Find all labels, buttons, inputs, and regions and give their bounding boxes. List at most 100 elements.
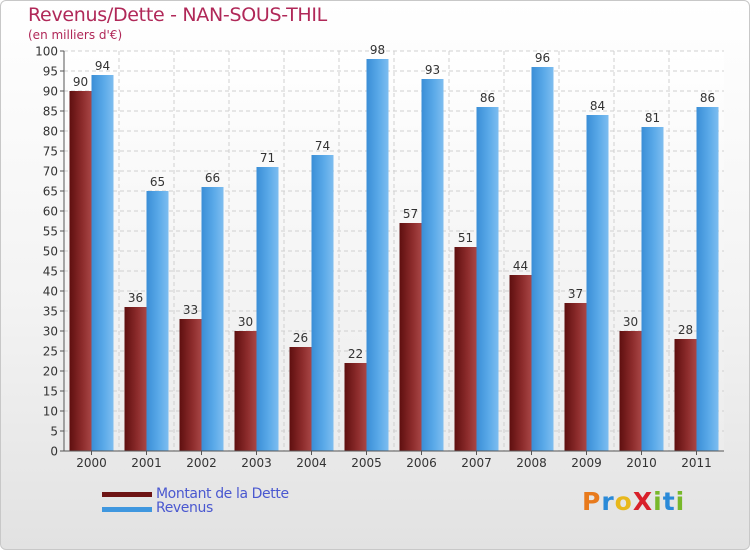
bar-debt [619, 331, 642, 451]
bar-debt [124, 307, 147, 451]
y-tick-label: 85 [43, 105, 58, 119]
bar-debt [509, 275, 532, 451]
legend-swatch-debt [102, 492, 152, 497]
data-label-debt: 26 [293, 331, 308, 345]
y-tick-label: 10 [43, 405, 58, 419]
bar-debt [179, 319, 202, 451]
data-label-revenue: 65 [150, 175, 165, 189]
bar-debt [454, 247, 477, 451]
data-label-revenue: 86 [480, 91, 495, 105]
data-label-revenue: 94 [95, 59, 110, 73]
y-tick-label: 70 [43, 165, 58, 179]
bar-revenue [311, 155, 334, 451]
bar-revenue [146, 191, 169, 451]
bar-revenue [91, 75, 114, 451]
data-label-debt: 30 [238, 315, 253, 329]
data-label-debt: 36 [128, 291, 143, 305]
data-label-revenue: 86 [700, 91, 715, 105]
data-label-revenue: 84 [590, 99, 605, 113]
bar-debt [234, 331, 257, 451]
bar-debt [289, 347, 312, 451]
bar-revenue [531, 67, 554, 451]
x-tick-label: 2002 [186, 456, 217, 470]
data-label-debt: 90 [73, 75, 88, 89]
chart-title: Revenus/Dette - NAN-SOUS-THIL [28, 4, 327, 26]
logo-letter: r [601, 487, 615, 516]
data-label-revenue: 74 [315, 139, 330, 153]
y-tick-label: 65 [43, 185, 58, 199]
data-label-revenue: 66 [205, 171, 220, 185]
x-tick-label: 2010 [626, 456, 657, 470]
y-tick-label: 15 [43, 385, 58, 399]
data-label-debt: 28 [678, 323, 693, 337]
data-label-debt: 33 [183, 303, 198, 317]
y-tick-label: 90 [43, 85, 58, 99]
legend-label-revenue: Revenus [156, 500, 213, 516]
data-label-debt: 51 [458, 231, 473, 245]
y-tick-label: 25 [43, 345, 58, 359]
bars [69, 59, 719, 451]
x-tick-label: 2000 [76, 456, 107, 470]
data-label-debt: 44 [513, 259, 528, 273]
y-tick-label: 45 [43, 265, 58, 279]
logo-letter: i [675, 487, 686, 516]
data-label-revenue: 96 [535, 51, 550, 65]
bar-revenue [366, 59, 389, 451]
y-tick-label: 55 [43, 225, 58, 239]
bar-debt [674, 339, 697, 451]
x-tick-label: 2004 [296, 456, 327, 470]
y-tick-label: 5 [50, 425, 58, 439]
legend-swatch-revenue [102, 507, 152, 512]
y-tick-label: 100 [35, 45, 58, 59]
logo-letter: t [662, 487, 676, 516]
x-tick-label: 2008 [516, 456, 547, 470]
bar-revenue [476, 107, 499, 451]
logo-letter: X [632, 487, 654, 516]
y-tick-label: 35 [43, 305, 58, 319]
y-tick-label: 20 [43, 365, 58, 379]
chart-subtitle: (en milliers d'€) [28, 28, 123, 42]
data-label-revenue: 98 [370, 43, 385, 57]
x-tick-label: 2009 [571, 456, 602, 470]
y-tick-label: 50 [43, 245, 58, 259]
grid-lines [64, 50, 724, 451]
y-tick-label: 95 [43, 65, 58, 79]
x-tick-label: 2006 [406, 456, 437, 470]
y-tick-label: 80 [43, 125, 58, 139]
data-label-revenue: 71 [260, 151, 275, 165]
x-tick-label: 2007 [461, 456, 492, 470]
legend-label-debt: Montant de la Dette [156, 486, 289, 502]
proxiti-logo: ProXiti [582, 487, 685, 516]
bar-debt [69, 91, 92, 451]
y-tick-label: 30 [43, 325, 58, 339]
logo-letter: i [653, 487, 663, 516]
y-tick-label: 0 [50, 445, 58, 459]
bar-debt [564, 303, 587, 451]
axes: 0 5 10 15 20 25 30 35 40 45 50 55 60 65 70 75 80 85 90 95 10… [35, 45, 724, 470]
x-tick-label: 2011 [681, 456, 712, 470]
x-tick-label: 2001 [131, 456, 162, 470]
bar-revenue [696, 107, 719, 451]
labels: 90 94 36 65 33 66 30 71 26 74 22 98 57 93 51 86 44 96 37 84… [73, 43, 715, 361]
data-label-debt: 57 [403, 207, 418, 221]
y-tick-label: 75 [43, 145, 58, 159]
bar-revenue [586, 115, 609, 451]
bar-revenue [201, 187, 224, 451]
x-tick-label: 2003 [241, 456, 272, 470]
y-tick-label: 40 [43, 285, 58, 299]
data-label-debt: 37 [568, 287, 583, 301]
x-tick-label: 2005 [351, 456, 382, 470]
bar-debt [344, 363, 367, 451]
data-label-debt: 30 [623, 315, 638, 329]
data-label-revenue: 81 [645, 111, 660, 125]
data-label-debt: 22 [348, 347, 363, 361]
bar-revenue [256, 167, 279, 451]
y-tick-label: 60 [43, 205, 58, 219]
logo-letter: P [582, 487, 602, 516]
data-label-revenue: 93 [425, 63, 440, 77]
logo-letter: o [614, 487, 633, 516]
bar-debt [399, 223, 422, 451]
bar-revenue [641, 127, 664, 451]
